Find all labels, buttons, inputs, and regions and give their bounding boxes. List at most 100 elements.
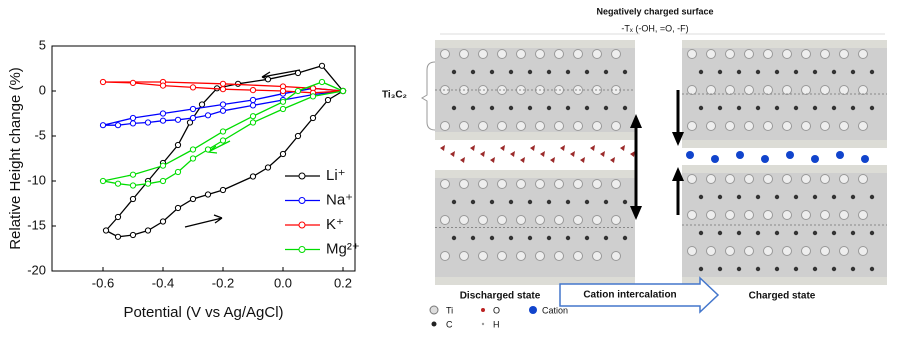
- atom-ti: [573, 121, 583, 131]
- atom-ti: [459, 121, 469, 131]
- atom-c: [527, 199, 533, 205]
- atom-ti: [839, 49, 849, 59]
- atom-ti: [497, 179, 507, 189]
- atom-ti: [573, 85, 583, 95]
- atom-c: [831, 230, 837, 236]
- legend-label: K⁺: [326, 216, 344, 233]
- arrow-heads: [630, 114, 684, 220]
- x-tick-label: -0.6: [92, 275, 114, 290]
- atom-c: [717, 105, 723, 111]
- atom-ti: [535, 121, 545, 131]
- atom-c: [736, 266, 742, 272]
- water: [440, 145, 445, 151]
- atom-c: [755, 105, 761, 111]
- atom-c: [869, 69, 875, 75]
- atom-ti: [763, 210, 773, 220]
- series-marker: [159, 218, 167, 225]
- atom-ti: [744, 246, 754, 256]
- series-marker: [174, 204, 182, 212]
- atom-ti: [706, 210, 716, 220]
- series-marker: [264, 76, 272, 83]
- atom-ti: [744, 210, 754, 220]
- atom-ti: [858, 121, 868, 131]
- atom-ti: [725, 121, 735, 131]
- water: [470, 145, 475, 151]
- atom-ti: [782, 246, 792, 256]
- atom-c: [717, 194, 723, 200]
- series-marker: [129, 79, 137, 87]
- atom-c: [546, 199, 552, 205]
- series-marker: [189, 146, 197, 153]
- right-state: Charged state: [749, 291, 816, 302]
- atom-ti: [725, 210, 735, 220]
- atom-ti: [516, 215, 526, 225]
- atom-c: [622, 105, 628, 111]
- atom-c: [831, 266, 837, 272]
- legend-marker: [298, 246, 306, 253]
- y-tick-label: -20: [27, 262, 46, 277]
- series-marker: [219, 107, 227, 114]
- series-marker: [309, 114, 317, 122]
- atom-c: [793, 266, 799, 272]
- atom-c: [812, 105, 818, 111]
- atom-ti: [573, 251, 583, 261]
- cation: [736, 151, 744, 159]
- atom-ti: [497, 215, 507, 225]
- atom-ti: [801, 174, 811, 184]
- atom-ti: [554, 121, 564, 131]
- atom-c: [603, 199, 609, 205]
- series-marker: [129, 120, 137, 127]
- atom-ti: [858, 85, 868, 95]
- series-marker: [159, 162, 167, 169]
- series-marker: [159, 110, 167, 117]
- atom-c: [717, 230, 723, 236]
- atom-c: [831, 105, 837, 111]
- series-marker: [99, 122, 107, 129]
- atom-ti: [801, 49, 811, 59]
- legend-marker: [298, 221, 306, 229]
- water: [520, 157, 525, 163]
- atom-ti: [706, 246, 716, 256]
- atom-c: [565, 235, 571, 241]
- legend-marker: [298, 172, 306, 180]
- water: [580, 157, 585, 163]
- legend-label: H: [493, 319, 500, 329]
- atom-c: [565, 69, 571, 75]
- water: [570, 151, 575, 157]
- series-marker: [249, 173, 257, 180]
- atom-ti: [820, 174, 830, 184]
- series-marker: [129, 171, 137, 178]
- atom-ti: [497, 251, 507, 261]
- atom-ti: [763, 246, 773, 256]
- series-marker: [294, 87, 302, 95]
- water: [620, 145, 625, 151]
- legend-label: Ti: [446, 305, 453, 315]
- atom-ti: [611, 215, 621, 225]
- atom-ti: [459, 179, 469, 189]
- atom-c: [850, 69, 856, 75]
- atom-ti: [820, 85, 830, 95]
- series-marker: [144, 119, 152, 126]
- series-marker: [198, 101, 206, 108]
- atom-ti: [611, 121, 621, 131]
- atom-ti: [725, 174, 735, 184]
- legend-ti: [429, 305, 439, 315]
- atom-c: [527, 235, 533, 241]
- atom-ti: [706, 85, 716, 95]
- water: [630, 151, 635, 157]
- atom-c: [698, 105, 704, 111]
- atom-c: [451, 235, 457, 241]
- atom-c: [698, 69, 704, 75]
- atom-ti: [706, 121, 716, 131]
- slab-core: [682, 173, 887, 277]
- atom-c: [489, 105, 495, 111]
- series-marker: [219, 101, 227, 108]
- atom-c: [850, 266, 856, 272]
- atom-ti: [440, 49, 450, 59]
- series-marker: [279, 98, 287, 105]
- series-marker: [249, 102, 257, 109]
- atom-c: [774, 194, 780, 200]
- atom-c: [584, 235, 590, 241]
- atom-ti: [592, 251, 602, 261]
- atom-ti: [440, 215, 450, 225]
